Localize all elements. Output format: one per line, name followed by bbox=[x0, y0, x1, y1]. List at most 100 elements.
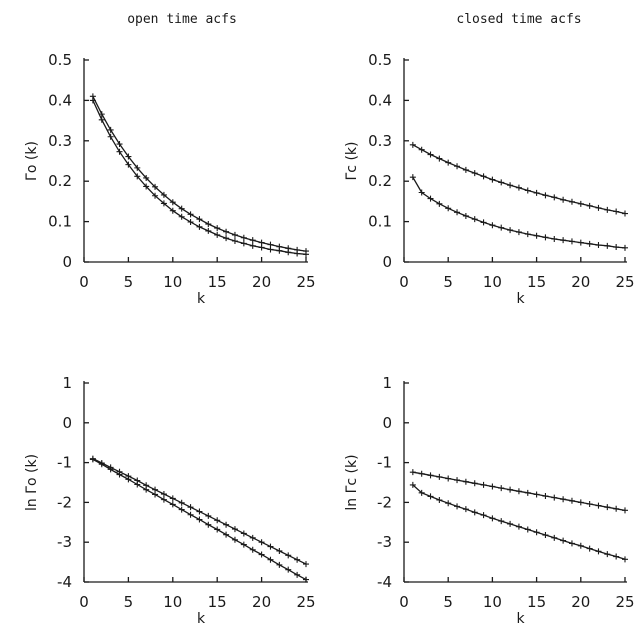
data-point bbox=[125, 161, 132, 168]
data-point bbox=[418, 489, 425, 496]
data-point bbox=[445, 205, 452, 212]
data-point bbox=[489, 515, 496, 522]
data-point bbox=[622, 556, 628, 563]
x-tick-label: 0 bbox=[399, 273, 409, 291]
data-point bbox=[98, 461, 105, 468]
data-point bbox=[214, 526, 221, 533]
y-tick-label: 0.4 bbox=[368, 91, 392, 109]
data-point bbox=[258, 539, 265, 546]
y-tick-label: 0.2 bbox=[48, 172, 72, 190]
y-tick-label: 0.5 bbox=[48, 51, 72, 69]
x-tick-label: 0 bbox=[79, 273, 89, 291]
data-point bbox=[498, 179, 505, 186]
data-point bbox=[294, 250, 301, 257]
x-axis-label: k bbox=[197, 291, 206, 307]
y-tick-label: -1 bbox=[377, 454, 392, 472]
series-2 bbox=[409, 174, 628, 251]
data-point bbox=[454, 503, 461, 510]
data-point bbox=[436, 473, 443, 480]
data-point bbox=[223, 228, 230, 235]
x-axis-label: k bbox=[516, 611, 525, 623]
data-point bbox=[542, 234, 549, 241]
data-point bbox=[551, 494, 558, 501]
data-point bbox=[187, 504, 194, 511]
data-point bbox=[267, 556, 274, 563]
data-point bbox=[205, 512, 212, 519]
y-tick-label: 0 bbox=[62, 414, 72, 432]
data-point bbox=[160, 491, 167, 498]
data-point bbox=[116, 148, 123, 155]
data-point bbox=[249, 534, 256, 541]
axes bbox=[403, 381, 627, 583]
x-tick-label: 15 bbox=[527, 273, 546, 291]
data-point bbox=[107, 133, 114, 140]
data-point bbox=[524, 187, 531, 194]
data-point bbox=[560, 196, 567, 203]
y-tick-label: 0.2 bbox=[368, 172, 392, 190]
y-axis-label: Γc (k) bbox=[344, 142, 360, 181]
data-point bbox=[169, 495, 176, 502]
data-point bbox=[498, 485, 505, 492]
data-point bbox=[604, 242, 611, 249]
data-point bbox=[551, 534, 558, 541]
data-point bbox=[160, 191, 167, 198]
data-point bbox=[152, 491, 159, 498]
y-axis-label: Γo (k) bbox=[24, 141, 40, 181]
data-point bbox=[568, 198, 575, 205]
data-point bbox=[551, 235, 558, 242]
data-point bbox=[427, 472, 434, 479]
x-tick-label: 5 bbox=[443, 593, 453, 611]
data-point bbox=[214, 231, 221, 238]
data-point bbox=[586, 240, 593, 247]
data-point bbox=[409, 481, 416, 488]
data-point bbox=[507, 520, 514, 527]
x-tick-label: 20 bbox=[252, 593, 271, 611]
x-tick-label: 10 bbox=[483, 593, 502, 611]
data-point bbox=[586, 545, 593, 552]
data-point bbox=[187, 211, 194, 218]
y-tick-label: 0 bbox=[382, 414, 392, 432]
data-point bbox=[427, 493, 434, 500]
series-line bbox=[412, 144, 626, 215]
data-point bbox=[143, 183, 150, 190]
data-point bbox=[524, 526, 531, 533]
x-tick-label: 5 bbox=[124, 273, 134, 291]
data-point bbox=[294, 556, 301, 563]
data-point bbox=[98, 116, 105, 123]
data-point bbox=[160, 496, 167, 503]
data-point bbox=[489, 483, 496, 490]
y-tick-label: 1 bbox=[62, 374, 72, 392]
data-point bbox=[258, 244, 265, 251]
closed-acf-panel: 0 0.1 0.2 0.3 0.4 0.5 0 5 10 15 20 25 k Γc (k) bbox=[344, 51, 635, 307]
x-tick-label: 5 bbox=[443, 273, 453, 291]
data-point bbox=[586, 202, 593, 209]
data-point bbox=[285, 552, 292, 559]
data-point bbox=[125, 153, 132, 160]
data-point bbox=[276, 247, 283, 254]
data-point bbox=[178, 213, 185, 220]
data-point bbox=[507, 486, 514, 493]
y-tick-label: -2 bbox=[377, 493, 392, 511]
data-point bbox=[480, 512, 487, 519]
axes bbox=[83, 381, 308, 583]
y-tick-label: 0.3 bbox=[48, 132, 72, 150]
axes bbox=[403, 58, 627, 263]
data-point bbox=[249, 242, 256, 249]
data-point bbox=[542, 532, 549, 539]
data-point bbox=[436, 155, 443, 162]
data-point bbox=[267, 246, 274, 253]
data-point bbox=[462, 478, 469, 485]
data-point bbox=[533, 189, 540, 196]
data-point bbox=[604, 206, 611, 213]
series-2 bbox=[89, 97, 309, 258]
data-point bbox=[89, 97, 96, 104]
data-point bbox=[507, 182, 514, 189]
data-point bbox=[240, 234, 247, 241]
data-point bbox=[285, 566, 292, 573]
x-axis-label: k bbox=[197, 611, 206, 623]
data-point bbox=[409, 141, 416, 148]
data-point bbox=[613, 505, 620, 512]
data-point bbox=[409, 174, 416, 181]
